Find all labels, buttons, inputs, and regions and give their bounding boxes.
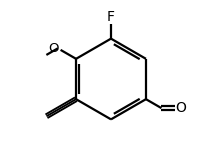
Text: O: O [176,101,186,115]
Text: F: F [107,10,115,24]
Text: O: O [48,42,59,55]
